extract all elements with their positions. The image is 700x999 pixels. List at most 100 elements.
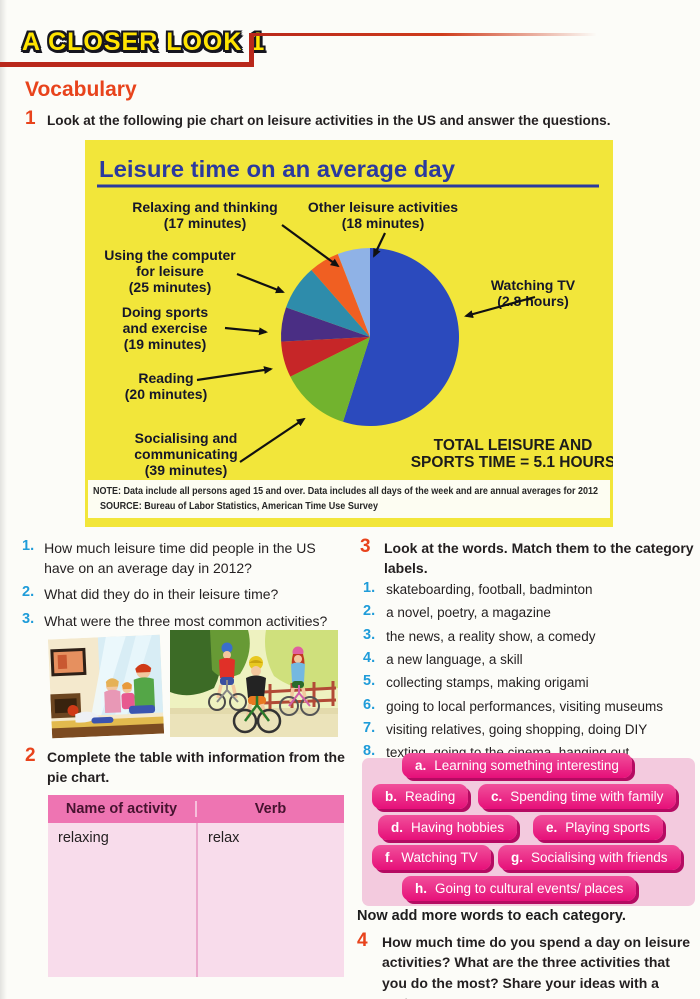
table-header-row: Name of activity Verb <box>48 795 344 823</box>
exercise3-instruction: Look at the words. Match them to the cat… <box>384 540 694 577</box>
item-number: 1. <box>363 580 376 596</box>
word-list-item: 7. visiting relatives, going shopping, d… <box>363 720 683 740</box>
table-header-activity: Name of activity <box>65 801 178 817</box>
exercise4-instruction: How much time do you spend a day on leis… <box>382 934 691 999</box>
item-text: the news, a reality show, a comedy <box>386 629 596 644</box>
vocabulary-heading: Vocabulary <box>25 78 137 101</box>
pill-letter: d. <box>391 820 403 835</box>
pie-slice <box>281 337 370 377</box>
word-list-item: 3. the news, a reality show, a comedy <box>363 627 683 647</box>
pie-chart: Leisure time on an average day Relaxing … <box>88 156 613 518</box>
category-pill-a: a. Learning something interesting <box>402 753 632 778</box>
question-number: 1. <box>22 538 35 554</box>
question-text: What did they do in their leisure time? <box>44 586 279 602</box>
pie-slice <box>286 270 370 337</box>
table-cell-activity: relaxing <box>58 830 109 846</box>
word-list-item: 4. a new language, a skill <box>363 650 683 670</box>
category-pill-c: c. Spending time with family <box>478 784 677 809</box>
pill-label: Having hobbies <box>411 820 505 835</box>
chart-source: SOURCE: Bureau of Labor Statistics, Amer… <box>100 501 378 512</box>
question-text: How much leisure time did people in the … <box>44 540 316 577</box>
category-pill-b: b. Reading <box>372 784 469 809</box>
pill-label: Learning something interesting <box>434 758 619 773</box>
table-cell-verb: relax <box>196 823 344 977</box>
item-number: 2. <box>363 603 376 619</box>
exercise2-instruction: Complete the table with information from… <box>47 749 345 786</box>
question-text: What were the three most common activiti… <box>44 613 328 629</box>
label-sports-2: and exercise <box>123 320 208 336</box>
watching-tv-illustration <box>47 634 165 739</box>
pie-slice <box>290 337 370 422</box>
pie-chart-panel: Leisure time on an average day Relaxing … <box>85 140 613 527</box>
cycling-illustration <box>170 630 338 737</box>
pill-letter: e. <box>546 820 558 835</box>
exercise4-number: 4 <box>357 930 368 951</box>
exercise3-number: 3 <box>360 536 371 557</box>
category-pill-d: d. Having hobbies <box>378 815 518 840</box>
activity-verb-table: Name of activity Verb relaxing relax <box>48 795 344 977</box>
section-banner: A CLOSER LOOK 1 <box>22 28 266 56</box>
exercise2-number: 2 <box>25 745 36 766</box>
item-text: a novel, poetry, a magazine <box>386 605 551 620</box>
pill-letter: g. <box>511 850 523 865</box>
label-relaxing: Relaxing and thinking <box>132 199 277 215</box>
item-number: 5. <box>363 673 376 689</box>
exercise1-number: 1 <box>25 108 36 129</box>
item-number: 3. <box>363 627 376 643</box>
pill-label: Watching TV <box>401 850 478 865</box>
word-list-item: 6. going to local performances, visiting… <box>363 697 683 717</box>
item-text: a new language, a skill <box>386 652 523 667</box>
banner-rule-step <box>249 33 254 67</box>
pill-letter: h. <box>415 881 427 896</box>
label-watching-tv-hours: (2.8 hours) <box>497 293 569 309</box>
total-leisure-line2: SPORTS TIME = 5.1 HOURS <box>411 454 613 471</box>
pill-label: Reading <box>405 789 456 804</box>
word-list-item: 1. skateboarding, football, badminton <box>363 580 683 600</box>
label-computer: Using the computer <box>104 247 236 263</box>
label-sports-minutes: (19 minutes) <box>124 336 206 352</box>
item-number: 7. <box>363 720 376 736</box>
label-computer-minutes: (25 minutes) <box>129 279 211 295</box>
item-text: going to local performances, visiting mu… <box>386 699 663 714</box>
chart-note: NOTE: Data include all persons aged 15 a… <box>93 486 598 497</box>
label-reading-minutes: (20 minutes) <box>125 386 207 402</box>
item-number: 6. <box>363 697 376 713</box>
callout-arrows <box>196 224 536 463</box>
pie-slice <box>281 307 370 342</box>
pie-slices <box>281 248 460 426</box>
pill-letter: b. <box>385 789 397 804</box>
question-number: 3. <box>22 611 35 627</box>
pill-label: Going to cultural events/ places <box>435 881 624 896</box>
label-reading: Reading <box>138 370 193 386</box>
pill-letter: f. <box>385 850 394 865</box>
item-text: collecting stamps, making origami <box>386 675 589 690</box>
pie-slice <box>337 248 370 337</box>
label-socialising-minutes: (39 minutes) <box>145 462 227 478</box>
pill-label: Playing sports <box>565 820 651 835</box>
item-text: skateboarding, football, badminton <box>386 582 593 597</box>
item-number: 4. <box>363 650 376 666</box>
note-strip <box>88 480 610 518</box>
label-socialising: Socialising and <box>135 430 238 446</box>
banner-rule-thin <box>252 33 597 36</box>
category-pill-e: e. Playing sports <box>533 815 664 840</box>
word-list-item: 5. collecting stamps, making origami <box>363 673 683 693</box>
item-text: visiting relatives, going shopping, doin… <box>386 722 648 737</box>
table-header-verb: Verb <box>195 801 344 817</box>
label-socialising-2: communicating <box>134 446 237 462</box>
banner-rule-thick <box>0 62 252 67</box>
pill-label: Socialising with friends <box>531 850 668 865</box>
question-row: 1. How much leisure time did people in t… <box>22 538 352 579</box>
label-other-minutes: (18 minutes) <box>342 215 424 231</box>
label-other: Other leisure activities <box>308 199 458 215</box>
category-pill-h: h. Going to cultural events/ places <box>402 876 637 901</box>
label-sports: Doing sports <box>122 304 209 320</box>
category-pill-g: g. Socialising with friends <box>498 845 681 870</box>
label-relaxing-minutes: (17 minutes) <box>164 215 246 231</box>
exercise1-instruction: Look at the following pie chart on leisu… <box>47 113 611 128</box>
pill-letter: a. <box>415 758 427 773</box>
now-add-text: Now add more words to each category. <box>357 908 626 924</box>
pie-slice <box>343 248 460 426</box>
question-row: 2. What did they do in their leisure tim… <box>22 584 352 604</box>
